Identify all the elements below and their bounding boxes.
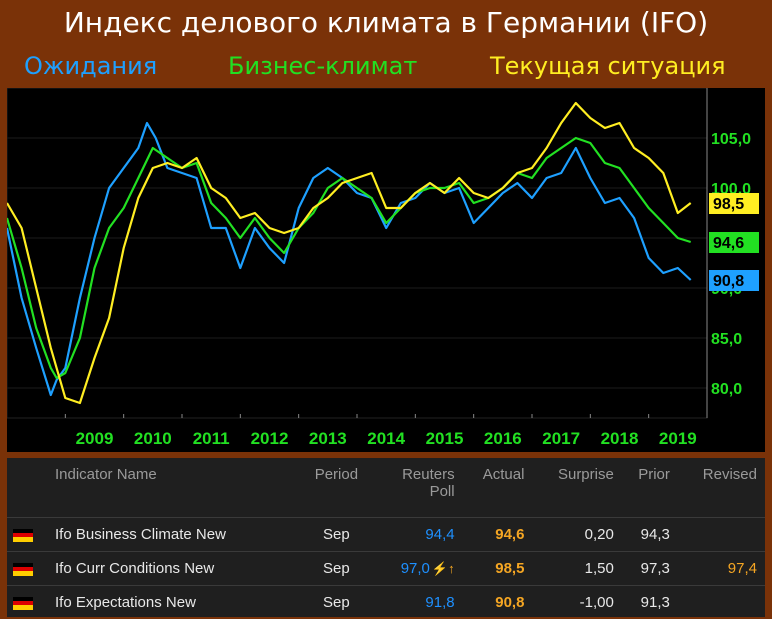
x-tick-label: 2014 — [367, 429, 405, 448]
reuters-poll: 91,8 — [376, 586, 463, 619]
x-tick-label: 2010 — [134, 429, 172, 448]
indicator-name: Ifo Expectations New — [49, 586, 304, 619]
header-surprise[interactable]: Surprise — [532, 458, 621, 518]
indicator-name: Ifo Business Climate New — [49, 518, 304, 552]
header-actual[interactable]: Actual — [463, 458, 533, 518]
revised: 97,4 — [678, 552, 765, 586]
legend-current-situation: Текущая ситуация — [490, 52, 726, 80]
prior: 94,3 — [622, 518, 678, 552]
x-tick-label: 2015 — [426, 429, 464, 448]
germany-flag-icon — [7, 586, 49, 619]
grid — [7, 88, 707, 418]
end-label-text: 98,5 — [713, 196, 744, 213]
end-label-text: 94,6 — [713, 235, 744, 252]
reuters-poll: 94,4 — [376, 518, 463, 552]
reuters-poll: 97,0 — [401, 560, 430, 577]
series-line-current — [7, 103, 691, 403]
legend-business-climate: Бизнес-климат — [228, 52, 417, 80]
y-tick-label: 80,0 — [711, 381, 742, 398]
prior: 97,3 — [622, 552, 678, 586]
lightning-up-arrow-icon: ⚡↑ — [432, 561, 455, 576]
surprise: 0,20 — [532, 518, 621, 552]
legend-expectations: Ожидания — [24, 52, 157, 80]
header-poll-line2: Poll — [430, 483, 455, 500]
indicator-name: Ifo Curr Conditions New — [49, 552, 304, 586]
header-indicator-name[interactable]: Indicator Name — [49, 458, 304, 518]
x-tick-label: 2016 — [484, 429, 522, 448]
x-tick-label: 2012 — [251, 429, 289, 448]
revised — [678, 518, 765, 552]
x-axis: 2009 2010 2011 2012 2013 2014 2015 2016 2017 2018… — [65, 414, 696, 448]
x-tick-label: 2011 — [193, 429, 230, 448]
x-tick-label: 2009 — [76, 429, 114, 448]
germany-flag-icon — [7, 552, 49, 586]
reuters-poll-cell: 97,0⚡↑ — [376, 552, 463, 586]
end-value-labels: 98,5 94,6 90,8 — [709, 193, 759, 291]
y-tick-label: 85,0 — [711, 331, 742, 348]
actual: 90,8 — [463, 586, 533, 619]
header-poll-line1: Reuters — [402, 466, 455, 483]
x-tick-label: 2019 — [659, 429, 697, 448]
surprise: -1,00 — [532, 586, 621, 619]
surprise: 1,50 — [532, 552, 621, 586]
actual: 94,6 — [463, 518, 533, 552]
revised — [678, 586, 765, 619]
header-prior[interactable]: Prior — [622, 458, 678, 518]
period: Sep — [304, 552, 376, 586]
header-period[interactable]: Period — [304, 458, 376, 518]
period: Sep — [304, 586, 376, 619]
prior: 91,3 — [622, 586, 678, 619]
chart-lines — [7, 103, 691, 403]
period: Sep — [304, 518, 376, 552]
chart-title: Индекс делового климата в Германии (IFO) — [0, 6, 772, 39]
table-row[interactable]: Ifo Curr Conditions New Sep 97,0⚡↑ 98,5 … — [7, 552, 765, 586]
end-label-text: 90,8 — [713, 273, 744, 290]
x-tick-label: 2018 — [601, 429, 639, 448]
table-row[interactable]: Ifo Business Climate New Sep 94,4 94,6 0… — [7, 518, 765, 552]
table-row[interactable]: Ifo Expectations New Sep 91,8 90,8 -1,00… — [7, 586, 765, 619]
x-tick-label: 2013 — [309, 429, 347, 448]
header: Индекс делового климата в Германии (IFO)… — [0, 0, 772, 88]
series-line-expectations — [7, 123, 691, 395]
germany-flag-icon — [7, 518, 49, 552]
actual: 98,5 — [463, 552, 533, 586]
y-tick-label: 105,0 — [711, 131, 751, 148]
x-tick-label: 2017 — [542, 429, 580, 448]
header-revised[interactable]: Revised — [678, 458, 765, 518]
